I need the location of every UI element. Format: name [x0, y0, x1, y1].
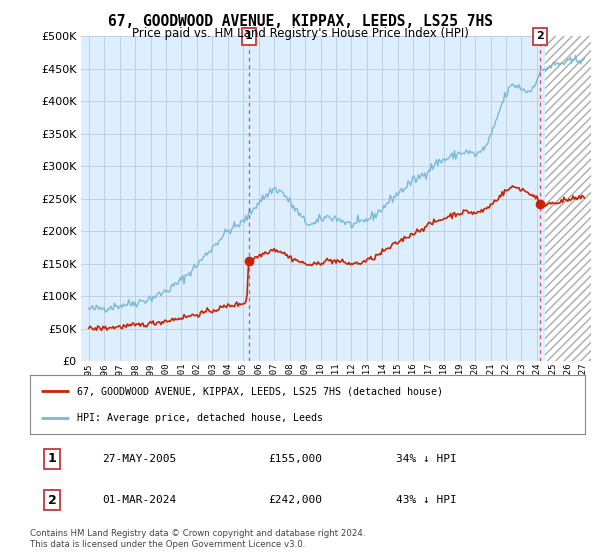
Text: 43% ↓ HPI: 43% ↓ HPI	[397, 496, 457, 505]
Text: 2: 2	[536, 31, 544, 41]
Text: Price paid vs. HM Land Registry's House Price Index (HPI): Price paid vs. HM Land Registry's House …	[131, 27, 469, 40]
Bar	[545, 36, 591, 361]
Text: £155,000: £155,000	[269, 454, 323, 464]
Text: HPI: Average price, detached house, Leeds: HPI: Average price, detached house, Leed…	[77, 413, 323, 423]
Text: 2: 2	[48, 494, 56, 507]
Text: Contains HM Land Registry data © Crown copyright and database right 2024.
This d: Contains HM Land Registry data © Crown c…	[30, 529, 365, 549]
Text: 67, GOODWOOD AVENUE, KIPPAX, LEEDS, LS25 7HS (detached house): 67, GOODWOOD AVENUE, KIPPAX, LEEDS, LS25…	[77, 386, 443, 396]
Text: 27-MAY-2005: 27-MAY-2005	[102, 454, 176, 464]
Text: 1: 1	[48, 452, 56, 465]
Text: 67, GOODWOOD AVENUE, KIPPAX, LEEDS, LS25 7HS: 67, GOODWOOD AVENUE, KIPPAX, LEEDS, LS25…	[107, 14, 493, 29]
Text: 34% ↓ HPI: 34% ↓ HPI	[397, 454, 457, 464]
Text: £242,000: £242,000	[269, 496, 323, 505]
Text: 01-MAR-2024: 01-MAR-2024	[102, 496, 176, 505]
Text: 1: 1	[245, 31, 253, 41]
